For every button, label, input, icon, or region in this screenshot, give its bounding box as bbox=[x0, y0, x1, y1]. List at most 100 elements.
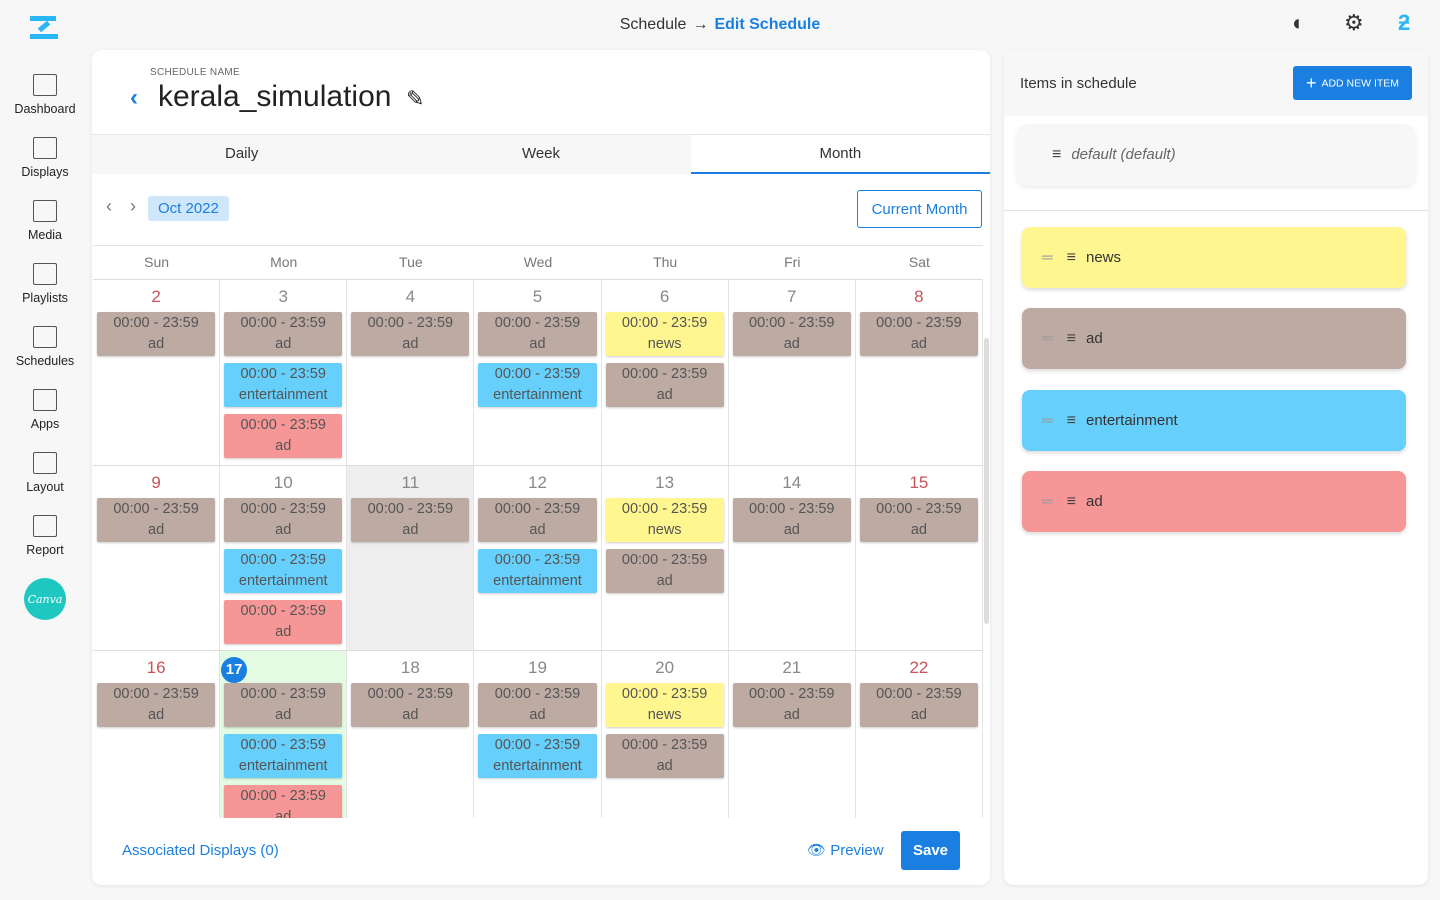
event-block[interactable]: 00:00 - 23:59 ad bbox=[224, 497, 343, 542]
drag-handle-icon[interactable]: ═ bbox=[1042, 493, 1053, 510]
back-chevron-icon[interactable]: ‹ bbox=[130, 84, 138, 111]
day-cell[interactable]: 18 00:00 - 23:59 ad bbox=[347, 651, 475, 818]
event-block[interactable]: 00:00 - 23:59 ad bbox=[224, 312, 343, 356]
schedule-item[interactable]: ═ ≡ ad bbox=[1022, 471, 1406, 532]
event-block[interactable]: 00:00 - 23:59 ad bbox=[478, 312, 597, 356]
event-block[interactable]: 00:00 - 23:59 ad bbox=[605, 548, 724, 593]
event-block[interactable]: 00:00 - 23:59 news bbox=[605, 683, 724, 727]
event-block[interactable]: 00:00 - 23:59 ad bbox=[859, 683, 978, 727]
associated-displays-link[interactable]: Associated Displays (0) bbox=[122, 842, 279, 859]
drag-handle-icon[interactable]: ═ bbox=[1042, 412, 1053, 429]
default-playlist[interactable]: ≡ default (default) bbox=[1016, 124, 1416, 186]
day-cell[interactable]: 8 00:00 - 23:59 ad bbox=[856, 280, 983, 465]
preview-button[interactable]: 👁 Preview bbox=[807, 841, 884, 859]
edit-pencil-icon[interactable]: ✎ bbox=[406, 86, 425, 111]
sidebar-item-dashboard[interactable]: Dashboard bbox=[0, 66, 90, 129]
event-block[interactable]: 00:00 - 23:59 ad bbox=[732, 312, 851, 356]
event-block[interactable]: 00:00 - 23:59 ad bbox=[97, 683, 216, 727]
day-cell[interactable]: 2 00:00 - 23:59 ad bbox=[93, 280, 221, 465]
day-cell[interactable]: 15 00:00 - 23:59 ad bbox=[856, 465, 983, 650]
event-block[interactable]: 00:00 - 23:59 ad bbox=[351, 497, 470, 542]
calendar-scrollbar[interactable] bbox=[984, 338, 989, 624]
month-label[interactable]: Oct 2022 bbox=[148, 196, 229, 221]
day-cell[interactable]: 14 00:00 - 23:59 ad bbox=[729, 465, 856, 650]
event-block[interactable]: 00:00 - 23:59 entertainment bbox=[478, 548, 597, 593]
schedule-item[interactable]: ═ ≡ entertainment bbox=[1022, 390, 1406, 451]
event-block[interactable]: 00:00 - 23:59 news bbox=[605, 312, 724, 356]
event-block[interactable]: 00:00 - 23:59 ad bbox=[224, 414, 343, 458]
event-block[interactable]: 00:00 - 23:59 ad bbox=[732, 683, 851, 727]
event-name: ad bbox=[402, 336, 419, 352]
event-block[interactable]: 00:00 - 23:59 ad bbox=[97, 312, 216, 356]
schedule-item[interactable]: ═ ≡ news bbox=[1022, 227, 1406, 288]
tab-daily[interactable]: Daily bbox=[224, 145, 259, 162]
event-time: 00:00 - 23:59 bbox=[494, 500, 581, 517]
day-cell[interactable]: 9 00:00 - 23:59 ad bbox=[93, 465, 221, 650]
day-cell[interactable]: 7 00:00 - 23:59 ad bbox=[729, 280, 856, 465]
drag-handle-icon[interactable]: ═ bbox=[1042, 330, 1053, 347]
event-block[interactable]: 00:00 - 23:59 news bbox=[605, 497, 724, 542]
event-block[interactable]: 00:00 - 23:59 ad bbox=[224, 683, 343, 727]
event-name: ad bbox=[783, 707, 800, 723]
day-cell[interactable]: 12 00:00 - 23:59 ad 00:00 - 23:59 entertainm… bbox=[474, 465, 602, 650]
day-cell[interactable]: 4 00:00 - 23:59 ad bbox=[347, 280, 475, 465]
add-new-item-button[interactable]: + ADD NEW ITEM bbox=[1293, 66, 1412, 100]
event-block[interactable]: 00:00 - 23:59 entertainment bbox=[224, 363, 343, 407]
theme-toggle-icon[interactable]: ◐ bbox=[1292, 10, 1306, 35]
day-cell[interactable]: 11 00:00 - 23:59 ad bbox=[347, 465, 475, 650]
day-cell[interactable]: 21 00:00 - 23:59 ad bbox=[729, 651, 856, 818]
tab-week[interactable]: Week bbox=[521, 145, 561, 162]
drag-handle-icon[interactable]: ═ bbox=[1042, 249, 1053, 266]
tab-month[interactable]: Month bbox=[690, 135, 990, 174]
sidebar-item-report[interactable]: Report bbox=[0, 507, 90, 570]
event-block[interactable]: 00:00 - 23:59 entertainment bbox=[478, 734, 597, 778]
sidebar-item-apps[interactable]: Apps bbox=[0, 381, 90, 444]
playlist-icon: ≡ bbox=[1066, 493, 1076, 510]
weekday-mon: Mon bbox=[270, 254, 298, 270]
event-block[interactable]: 00:00 - 23:59 ad bbox=[351, 312, 470, 356]
event-block[interactable]: 00:00 - 23:59 ad bbox=[859, 497, 978, 542]
event-block[interactable]: 00:00 - 23:59 ad bbox=[478, 497, 597, 542]
event-block[interactable]: 00:00 - 23:59 entertainment bbox=[224, 548, 343, 593]
day-cell[interactable]: 16 00:00 - 23:59 ad bbox=[93, 651, 221, 818]
day-cell[interactable]: 22 00:00 - 23:59 ad bbox=[856, 651, 983, 818]
day-cell[interactable]: 3 00:00 - 23:59 ad 00:00 - 23:59 entertainme… bbox=[220, 280, 348, 465]
user-logo-icon[interactable]: ƻ bbox=[1398, 10, 1411, 35]
event-block[interactable]: 00:00 - 23:59 entertainment bbox=[224, 734, 343, 778]
next-month-icon[interactable]: › bbox=[130, 196, 136, 216]
event-name: entertainment bbox=[238, 758, 328, 774]
app-logo[interactable] bbox=[30, 14, 60, 40]
day-cell[interactable]: 5 00:00 - 23:59 ad 00:00 - 23:59 entertainme… bbox=[474, 280, 602, 465]
day-cell[interactable]: 6 00:00 - 23:59 news 00:00 - 23:59 ad bbox=[602, 280, 729, 465]
event-time: 00:00 - 23:59 bbox=[240, 686, 326, 702]
breadcrumb-parent[interactable]: Schedule bbox=[619, 16, 687, 33]
event-block[interactable]: 00:00 - 23:59 ad bbox=[224, 785, 343, 818]
view-tabs: Daily Week Month bbox=[92, 134, 990, 174]
sidebar-item-layout[interactable]: Layout bbox=[0, 444, 90, 507]
sidebar-item-playlists[interactable]: Playlists bbox=[0, 255, 90, 318]
schedule-item[interactable]: ═ ≡ ad bbox=[1022, 308, 1406, 369]
day-cell[interactable]: 10 00:00 - 23:59 ad 00:00 - 23:59 entertainm… bbox=[220, 465, 348, 650]
canva-button[interactable]: Canva bbox=[24, 578, 66, 620]
event-time: 00:00 - 23:59 bbox=[621, 551, 708, 568]
event-block[interactable]: 00:00 - 23:59 ad bbox=[605, 734, 724, 778]
save-button[interactable]: Save bbox=[901, 831, 960, 870]
event-block[interactable]: 00:00 - 23:59 entertainment bbox=[478, 363, 597, 407]
event-block[interactable]: 00:00 - 23:59 ad bbox=[224, 599, 343, 644]
event-block[interactable]: 00:00 - 23:59 ad bbox=[351, 683, 470, 727]
event-block[interactable]: 00:00 - 23:59 ad bbox=[605, 363, 724, 407]
sidebar-item-schedules[interactable]: Schedules bbox=[0, 318, 90, 381]
day-cell[interactable]: 19 00:00 - 23:59 ad 00:00 - 23:59 entertainm… bbox=[474, 651, 602, 818]
day-cell[interactable]: 17 00:00 - 23:59 ad 00:00 - 23:59 entertainm… bbox=[220, 651, 348, 818]
sidebar-item-media[interactable]: Media bbox=[0, 192, 90, 255]
event-block[interactable]: 00:00 - 23:59 ad bbox=[478, 683, 597, 727]
day-cell[interactable]: 20 00:00 - 23:59 news 00:00 - 23:59 ad bbox=[602, 651, 729, 818]
prev-month-icon[interactable]: ‹ bbox=[106, 196, 112, 216]
sidebar-item-displays[interactable]: Displays bbox=[0, 129, 90, 192]
event-block[interactable]: 00:00 - 23:59 ad bbox=[732, 497, 851, 542]
gear-icon[interactable]: ⚙ bbox=[1344, 10, 1364, 35]
day-cell[interactable]: 13 00:00 - 23:59 news 00:00 - 23:59 ad bbox=[602, 465, 729, 650]
current-month-button[interactable]: Current Month bbox=[857, 190, 982, 228]
event-block[interactable]: 00:00 - 23:59 ad bbox=[859, 312, 978, 356]
event-block[interactable]: 00:00 - 23:59 ad bbox=[97, 497, 216, 542]
